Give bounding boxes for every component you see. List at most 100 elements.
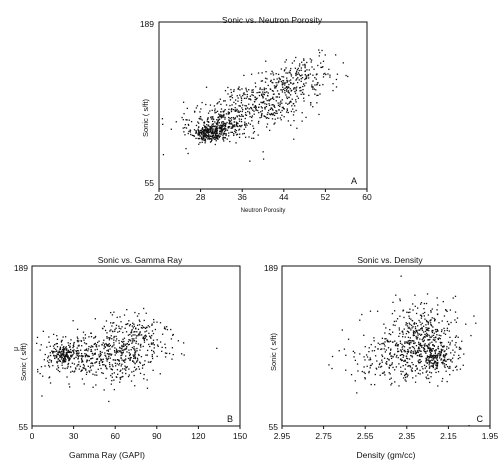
data-point	[237, 88, 239, 90]
data-point	[449, 344, 451, 346]
data-point	[104, 329, 107, 332]
data-point	[98, 356, 100, 358]
data-point	[379, 366, 382, 368]
data-point	[48, 377, 50, 379]
data-point	[146, 354, 149, 356]
data-point	[456, 317, 459, 319]
data-point	[133, 346, 135, 348]
data-point	[67, 363, 69, 366]
data-point	[446, 310, 448, 313]
data-point	[146, 379, 148, 381]
data-point	[159, 373, 161, 375]
data-point	[37, 368, 39, 371]
data-point	[133, 325, 135, 328]
data-point	[132, 354, 134, 356]
data-point	[250, 107, 253, 109]
data-point	[389, 364, 391, 366]
data-point	[208, 137, 210, 139]
data-point	[98, 345, 100, 347]
plot-frame	[31, 265, 241, 427]
data-point	[123, 343, 125, 345]
data-point	[277, 117, 279, 119]
data-points	[328, 275, 477, 427]
data-point	[418, 354, 420, 357]
data-point	[90, 346, 92, 349]
data-point	[416, 338, 418, 340]
data-point	[444, 354, 447, 356]
data-point	[93, 353, 95, 355]
data-point	[73, 349, 75, 351]
data-point	[143, 341, 146, 343]
data-point	[381, 354, 383, 356]
data-point	[53, 347, 55, 349]
data-point	[121, 354, 123, 356]
data-point	[70, 339, 72, 341]
data-point	[240, 125, 242, 128]
data-point	[122, 349, 124, 352]
data-point	[435, 367, 438, 370]
data-point	[68, 351, 70, 354]
data-point	[430, 353, 432, 355]
data-point	[72, 346, 74, 349]
data-point	[81, 359, 83, 361]
data-point	[111, 376, 113, 378]
data-point	[55, 348, 57, 351]
data-point	[444, 366, 446, 369]
data-point	[69, 366, 72, 368]
data-point	[230, 131, 232, 133]
data-point	[208, 131, 211, 133]
data-point	[214, 133, 217, 135]
data-point	[204, 134, 206, 136]
data-point	[299, 90, 301, 92]
data-point	[436, 313, 439, 316]
data-point	[204, 126, 206, 128]
data-point	[194, 110, 196, 112]
data-point	[79, 349, 82, 351]
data-point	[90, 336, 93, 338]
data-point	[191, 134, 194, 136]
data-point	[422, 372, 424, 374]
data-point	[201, 127, 204, 129]
data-point	[246, 90, 248, 93]
data-point	[135, 351, 137, 353]
data-point	[244, 136, 247, 138]
data-point	[263, 93, 265, 96]
data-point	[398, 335, 400, 337]
data-point	[127, 334, 130, 336]
data-point	[90, 357, 93, 360]
data-point	[458, 348, 461, 350]
data-point	[226, 129, 229, 131]
data-point	[138, 354, 140, 357]
data-point	[161, 333, 164, 335]
data-point	[292, 114, 295, 116]
data-point	[235, 110, 238, 112]
data-point	[370, 383, 372, 386]
data-point	[309, 58, 311, 60]
data-point	[391, 382, 393, 385]
data-point	[59, 356, 61, 359]
data-point	[211, 132, 213, 134]
data-point	[405, 341, 407, 343]
data-point	[261, 80, 264, 82]
data-point	[216, 130, 218, 132]
data-point	[146, 387, 149, 389]
data-point	[100, 360, 102, 362]
data-point	[126, 351, 128, 353]
data-point	[303, 100, 305, 102]
data-point	[373, 350, 376, 352]
data-point	[407, 348, 409, 351]
data-point	[68, 358, 70, 360]
data-point	[185, 119, 187, 121]
data-point	[203, 139, 206, 142]
data-point	[434, 357, 436, 359]
data-point	[216, 347, 218, 350]
data-point	[219, 130, 221, 133]
data-point	[121, 347, 123, 350]
data-point	[312, 106, 314, 108]
data-point	[286, 81, 288, 83]
data-point	[304, 66, 306, 69]
data-point	[425, 357, 427, 359]
data-point	[61, 344, 63, 346]
data-point	[302, 64, 304, 66]
data-point	[260, 80, 263, 82]
